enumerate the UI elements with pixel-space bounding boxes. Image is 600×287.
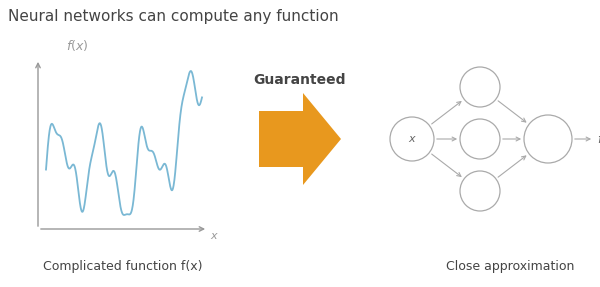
- Circle shape: [460, 67, 500, 107]
- Text: $x$: $x$: [210, 231, 219, 241]
- Text: Guaranteed: Guaranteed: [254, 73, 346, 87]
- Polygon shape: [259, 93, 341, 185]
- Text: $x$: $x$: [407, 134, 416, 144]
- Circle shape: [390, 117, 434, 161]
- Circle shape: [524, 115, 572, 163]
- Text: Neural networks can compute any function: Neural networks can compute any function: [8, 9, 338, 24]
- Text: $f(x)$: $f(x)$: [66, 38, 88, 53]
- Circle shape: [460, 171, 500, 211]
- Text: Close approximation: Close approximation: [446, 260, 574, 273]
- Text: Complicated function f(x): Complicated function f(x): [43, 260, 203, 273]
- Circle shape: [460, 119, 500, 159]
- Text: $f(x)$: $f(x)$: [597, 131, 600, 146]
